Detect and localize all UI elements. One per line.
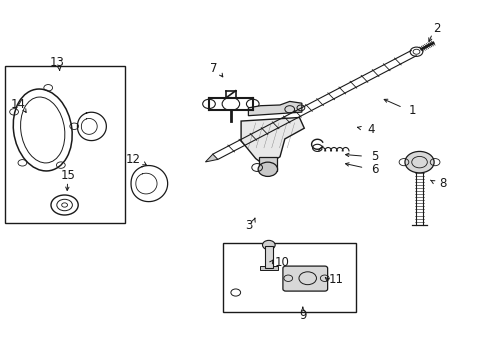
Polygon shape <box>241 117 304 166</box>
Text: 6: 6 <box>370 163 378 176</box>
Circle shape <box>404 152 433 173</box>
Polygon shape <box>248 102 301 116</box>
Bar <box>264 246 272 267</box>
Text: 9: 9 <box>299 309 306 322</box>
Text: 2: 2 <box>432 22 439 35</box>
Text: 13: 13 <box>50 55 64 69</box>
Text: 10: 10 <box>274 256 289 269</box>
Circle shape <box>258 162 277 176</box>
Text: 15: 15 <box>61 169 75 182</box>
Text: 1: 1 <box>407 104 415 117</box>
Bar <box>222 243 356 312</box>
Text: 4: 4 <box>366 123 374 136</box>
Text: 3: 3 <box>244 219 251 232</box>
Polygon shape <box>205 154 218 162</box>
Text: 14: 14 <box>11 98 26 111</box>
Bar <box>5 66 125 223</box>
Text: 8: 8 <box>438 177 446 190</box>
Bar <box>259 157 276 171</box>
Text: 11: 11 <box>328 273 343 286</box>
Bar <box>260 266 277 270</box>
Text: 5: 5 <box>370 150 378 163</box>
Text: 12: 12 <box>126 153 141 166</box>
Circle shape <box>262 240 275 249</box>
Text: 7: 7 <box>210 62 217 75</box>
FancyBboxPatch shape <box>283 266 327 291</box>
